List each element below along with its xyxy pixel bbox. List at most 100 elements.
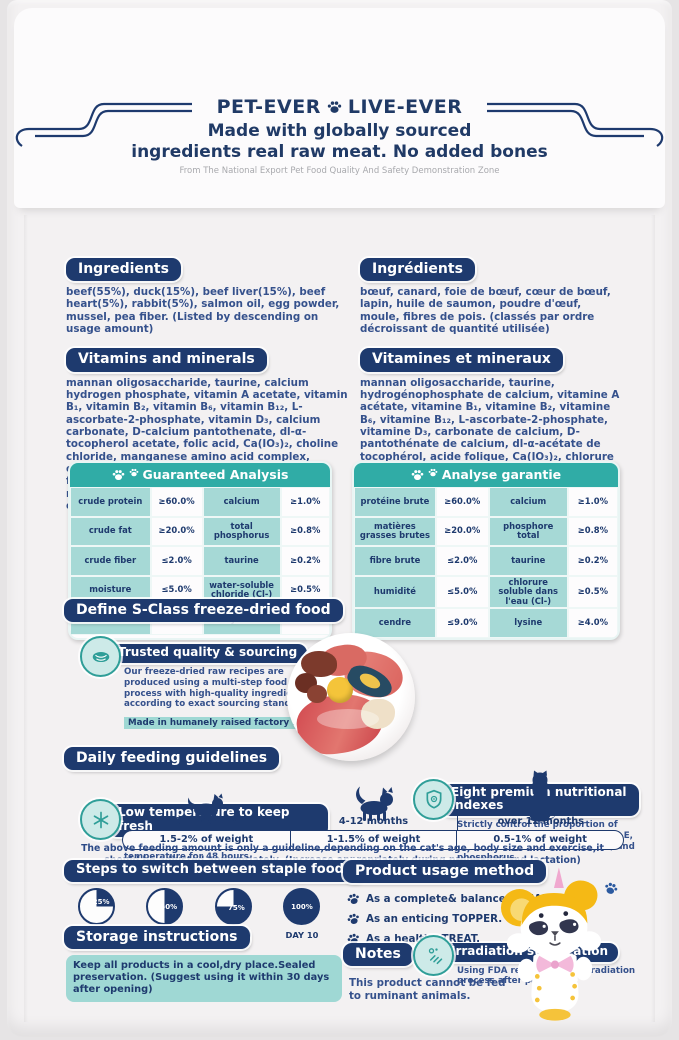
section-ingredients-fr: Ingrédients bœuf, canard, foie de bœuf, … — [360, 258, 622, 335]
guaranteed-analysis-header: Guaranteed Analysis — [70, 463, 330, 487]
table-cell: ≥4.0% — [567, 608, 618, 638]
pie-percent: 25% — [92, 898, 110, 906]
table-cell: cendre — [354, 608, 436, 638]
feeding-age-row: 0-4 months 4-12 months over 12 months — [122, 814, 624, 830]
adult-cat-icon — [457, 770, 624, 822]
table-cell: taurine — [202, 546, 281, 576]
section-ingredients-en: Ingredients beef(55%), duck(15%), beef l… — [66, 258, 348, 335]
brand-title: PET-EVER LIVE-EVER — [0, 96, 679, 118]
ingredients-en-body: beef(55%), duck(15%), beef liver(15%), b… — [66, 286, 340, 336]
table-cell: protéine brute — [354, 487, 436, 517]
vitamins-en-title: Vitamins and minerals — [66, 348, 267, 372]
kitten-icon — [122, 792, 289, 822]
paw-icon — [428, 468, 438, 477]
table-cell: ≥1.0% — [280, 487, 330, 517]
analyse-garantie-table: Analyse garantie protéine brute ≥60.0% c… — [352, 461, 620, 640]
feature-trusted-quality: Trusted quality & sourcing Our freeze-dr… — [80, 636, 328, 730]
usage-item: As an enticing TOPPER. — [347, 913, 552, 925]
table-cell: ≥0.8% — [567, 516, 618, 546]
vitamins-fr-title: Vitamines et mineraux — [360, 348, 563, 372]
cat-silhouettes — [122, 770, 624, 822]
table-cell: crude fiber — [70, 546, 151, 576]
table-cell: ≥0.5% — [567, 575, 618, 609]
table-cell: ≤9.0% — [435, 608, 489, 638]
ingredients-fr-body: bœuf, canard, foie de bœuf, cœur de bœuf… — [360, 286, 611, 336]
pie-label: DAY 10 — [285, 930, 319, 940]
table-cell: ≤2.0% — [150, 546, 203, 576]
switch-steps-title: Steps to switch between staple foods — [64, 860, 364, 882]
table-cell: humidité — [354, 575, 436, 609]
analyse-garantie-grid: protéine brute ≥60.0% calcium ≥1.0% mati… — [354, 487, 618, 638]
table-cell: ≥20.0% — [150, 516, 203, 546]
table-cell: crude fat — [70, 516, 151, 546]
young-cat-icon — [289, 782, 456, 822]
table-cell: phosphore total — [488, 516, 568, 546]
feeding-age: 0-4 months — [174, 816, 237, 827]
pie-25-icon: 25% — [77, 888, 115, 925]
feeding-section-title: Daily feeding guidelines — [64, 747, 280, 771]
paw-icon — [112, 469, 125, 481]
pie-percent: 100% — [291, 902, 313, 911]
switch-step: 100% DAY 10 — [276, 888, 328, 940]
table-cell: matières grasses brutes — [354, 516, 436, 546]
table-cell: calcium — [202, 487, 281, 517]
feature-body: Our freeze-dried raw recipes are produce… — [124, 666, 321, 710]
table-cell: ≤5.0% — [435, 575, 489, 609]
table-cell: ≥60.0% — [150, 487, 203, 517]
table-cell: ≥0.8% — [280, 516, 330, 546]
radiation-icon — [413, 934, 454, 976]
paw-icon — [345, 911, 361, 926]
usage-item-label: As an enticing TOPPER. — [366, 913, 503, 925]
tagline: Made with globally sourced ingredients r… — [0, 121, 679, 162]
feeding-amount: 1-1.5% of weight — [289, 831, 457, 849]
table-cell: taurine — [488, 546, 568, 576]
feeding-amount: 0.5-1% of weight — [456, 831, 623, 849]
feeding-amount: 1.5-2% of weight — [159, 834, 254, 845]
feeding-amount-row: 1.5-2% of weight 1-1.5% of weight 0.5-1%… — [122, 830, 624, 850]
feeding-age: over 12 months — [456, 814, 624, 830]
paw-icon — [345, 891, 361, 906]
paw-icon — [327, 100, 342, 114]
table-cell: ≥0.2% — [280, 546, 330, 576]
snowflake-icon — [80, 799, 121, 841]
meat-icon — [80, 636, 121, 677]
pie-75-icon: 75% — [214, 888, 252, 925]
table-cell: ≥60.0% — [435, 487, 489, 517]
ribbon-decoration-icon — [15, 102, 664, 147]
define-section-title: Define S-Class freeze-dried food — [64, 599, 343, 623]
paw-icon — [411, 469, 424, 481]
table-cell: chlorure soluble dans l'eau (Cl-) — [488, 575, 568, 609]
feeding-age: 4-12 months — [289, 814, 456, 830]
table-cell: calcium — [488, 487, 568, 517]
table-cell: ≥20.0% — [435, 516, 489, 546]
storage-section-title: Storage instructions — [64, 926, 250, 950]
table-cell: crude protein — [70, 487, 151, 517]
analyse-garantie-header: Analyse garantie — [354, 463, 618, 487]
package-top-gusset — [14, 8, 665, 208]
feeding-guidelines-table: 0-4 months 4-12 months over 12 months 1.… — [122, 770, 624, 850]
notes-body: This product cannot be fed to ruminant a… — [349, 977, 506, 1002]
storage-instructions-box: Keep all products in a cool,dry place.Se… — [66, 955, 342, 1002]
raw-meat-plate-image — [287, 633, 415, 761]
feature-title: Trusted quality & sourcing — [108, 644, 308, 663]
brand-left: PET-EVER — [216, 96, 321, 118]
feature-highlight: Made in humanely raised factory farm — [124, 717, 320, 730]
tagline-line2: ingredients real raw meat. No added bone… — [131, 141, 548, 162]
notes-section-title: Notes — [343, 943, 413, 967]
table-cell: ≥0.2% — [567, 546, 618, 576]
guaranteed-analysis-title: Guaranteed Analysis — [142, 467, 289, 482]
origin-subtext: From The National Export Pet Food Qualit… — [179, 166, 500, 176]
pie-100-icon: 100% — [283, 888, 321, 925]
mascot-character — [500, 867, 602, 1021]
paw-icon — [129, 468, 139, 477]
shield-icon — [413, 778, 454, 820]
analyse-garantie-title: Analyse garantie — [441, 467, 562, 482]
pie-percent: 75% — [228, 904, 245, 912]
usage-section-title: Product usage method — [343, 860, 547, 884]
ingredients-fr-title: Ingrédients — [360, 258, 475, 282]
table-cell: ≥1.0% — [567, 487, 618, 517]
pie-50-icon: 50% — [146, 888, 184, 925]
table-cell: ≤2.0% — [435, 546, 489, 576]
tagline-line1: Made with globally sourced — [207, 121, 472, 141]
table-cell: lysine — [488, 608, 568, 638]
